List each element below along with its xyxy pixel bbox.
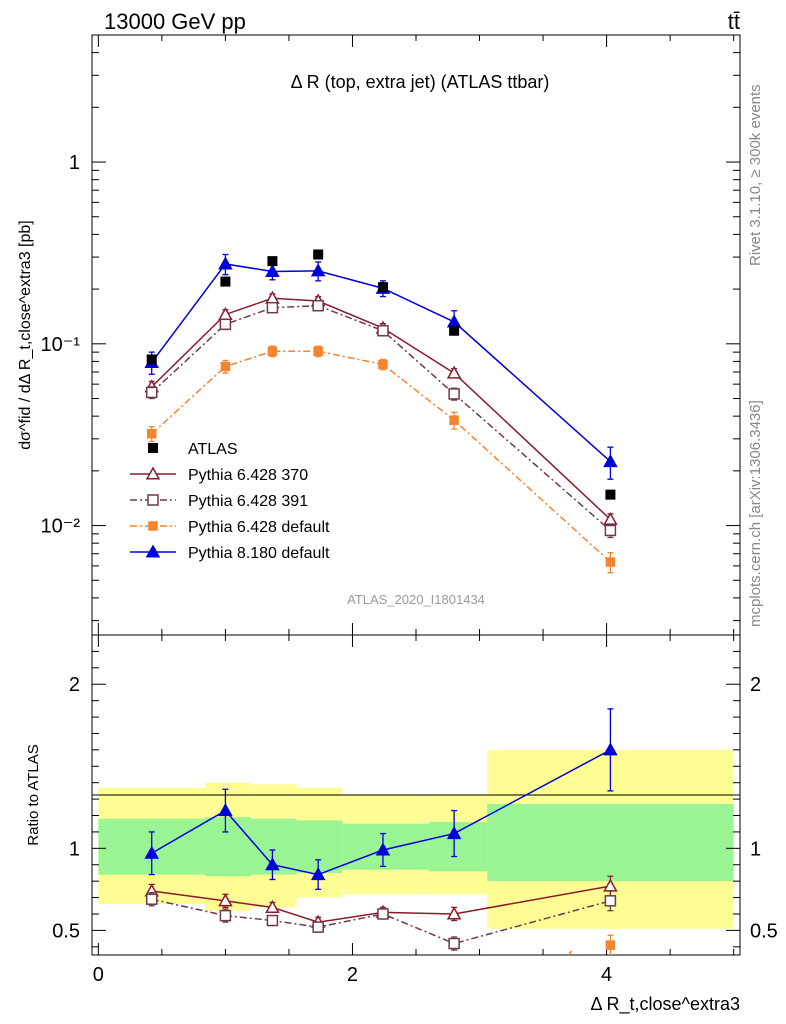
x-tick-label: 4 (601, 964, 612, 986)
ratio-inner-band (296, 820, 343, 873)
ratio-y-tick-label: 1 (69, 838, 80, 860)
ratio-panel: 0 2 4 0.5 0.5 1 1 2 2 Ratio to ATLAS Δ R_t,close… (25, 634, 778, 1015)
main-point (265, 263, 280, 278)
ratio-y-tick-label-right: 2 (750, 674, 761, 696)
ratio-point (375, 842, 391, 856)
main-point (146, 429, 157, 439)
ratio-point (218, 893, 233, 907)
legend-marker-atlas (148, 443, 158, 453)
ratio-series-pythia-6-428-391 (145, 890, 617, 951)
ratio-y-axis-label: Ratio to ATLAS (25, 744, 42, 845)
ratio-point (145, 893, 158, 905)
ratio-inner-band (428, 822, 488, 872)
x-axis-label: Δ R_t,close^extra3 (590, 994, 740, 1015)
main-point (604, 524, 617, 537)
main-point (603, 454, 618, 468)
ratio-y-tick-label-right: 1 (750, 838, 761, 860)
main-series-pythia-6-428-391 (145, 299, 617, 539)
main-point (220, 361, 231, 372)
atlas-data-point (220, 276, 231, 287)
ratio-point (266, 914, 279, 927)
atlas-data-point (146, 354, 157, 365)
main-point (267, 346, 278, 357)
ratio-axis-ticks: 0 2 4 0.5 0.5 1 1 2 2 (52, 634, 778, 986)
main-point (378, 359, 388, 370)
main-point (312, 299, 324, 312)
legend-label: Pythia 6.428 370 (188, 467, 308, 484)
main-panel: 10⁻² 10⁻¹ 1 Δ R (top, extra jet) (ATLAS tt… (17, 34, 741, 636)
ratio-point (605, 940, 616, 950)
y-tick-label: 10⁻² (41, 516, 81, 538)
ratio-inner-band (487, 804, 734, 882)
ratio-point (604, 895, 617, 907)
ratio-series-line (567, 950, 573, 956)
mcplots-site-label: mcplots.cern.ch [arXiv:1306.3436] (747, 400, 764, 627)
main-point (313, 346, 323, 357)
ratio-series-pythia-6-428-default (567, 934, 616, 956)
main-y-axis-label: dσ^fid / dΔ R_t,close^extra3 [pb] (17, 220, 34, 449)
main-point (265, 290, 280, 304)
atlas-data-point (449, 325, 460, 336)
header-energy-label: 13000 GeV pp (104, 9, 246, 34)
ratio-series-group (144, 708, 618, 956)
ratio-y-tick-label: 0.5 (52, 920, 80, 942)
main-point (377, 324, 389, 337)
ratio-y-tick-label-right: 0.5 (750, 920, 778, 942)
legend-marker (147, 494, 159, 506)
ratio-point (218, 803, 233, 817)
y-tick-label: 10⁻¹ (41, 334, 81, 356)
main-series-group (144, 253, 618, 574)
atlas-data-point (267, 256, 278, 267)
legend-label-atlas: ATLAS (188, 441, 238, 458)
y-tick-label: 1 (69, 152, 80, 174)
main-point (310, 263, 326, 277)
atlas-data-point (605, 489, 616, 500)
ratio-point (446, 826, 462, 840)
ratio-point (265, 857, 280, 871)
ratio-inner-band (342, 823, 429, 870)
analysis-watermark: ATLAS_2020_I1801434 (347, 592, 485, 607)
main-axis-ticks: 10⁻² 10⁻¹ 1 (41, 34, 740, 635)
ratio-series-pythia-8-180-default (144, 708, 618, 891)
ratio-uncertainty-bands (98, 749, 734, 929)
atlas-data-point (313, 249, 324, 260)
main-point (446, 365, 462, 379)
ratio-inner-band (205, 817, 251, 877)
ratio-point (446, 906, 462, 920)
main-point (448, 388, 460, 400)
main-point (605, 557, 616, 567)
legend-label: Pythia 8.180 default (188, 545, 330, 562)
ratio-point (603, 742, 618, 756)
legend: ATLAS Pythia 6.428 370 Pythia 6.428 391 Pyt… (130, 441, 330, 562)
main-point (218, 256, 233, 270)
ratio-y-tick-label: 2 (69, 674, 80, 696)
legend-marker (145, 466, 161, 480)
legend-marker (148, 521, 158, 531)
ratio-point (377, 908, 389, 920)
main-point (266, 301, 279, 314)
main-title: Δ R (top, extra jet) (ATLAS ttbar) (291, 72, 550, 92)
main-point (449, 415, 459, 425)
legend-label: Pythia 6.428 default (188, 519, 330, 536)
ratio-point (144, 845, 159, 859)
ratio-point (312, 921, 324, 933)
legend-label: Pythia 6.428 391 (188, 493, 308, 510)
main-point (219, 318, 232, 331)
main-series-pythia-6-428-default (146, 345, 616, 574)
x-tick-label: 0 (93, 964, 104, 986)
atlas-data-group (146, 249, 616, 500)
legend-marker (145, 544, 161, 558)
x-tick-label: 2 (347, 964, 358, 986)
atlas-data-point (377, 282, 388, 293)
ratio-point (310, 867, 326, 881)
main-point (145, 386, 158, 399)
header-process-label: tt̄ (728, 9, 740, 34)
rivet-version-label: Rivet 3.1.10, ≥ 300k events (747, 84, 764, 266)
ratio-point (265, 899, 280, 913)
main-point (446, 314, 462, 328)
main-point (218, 306, 233, 321)
ratio-point (219, 909, 232, 922)
ratio-point (448, 937, 460, 950)
